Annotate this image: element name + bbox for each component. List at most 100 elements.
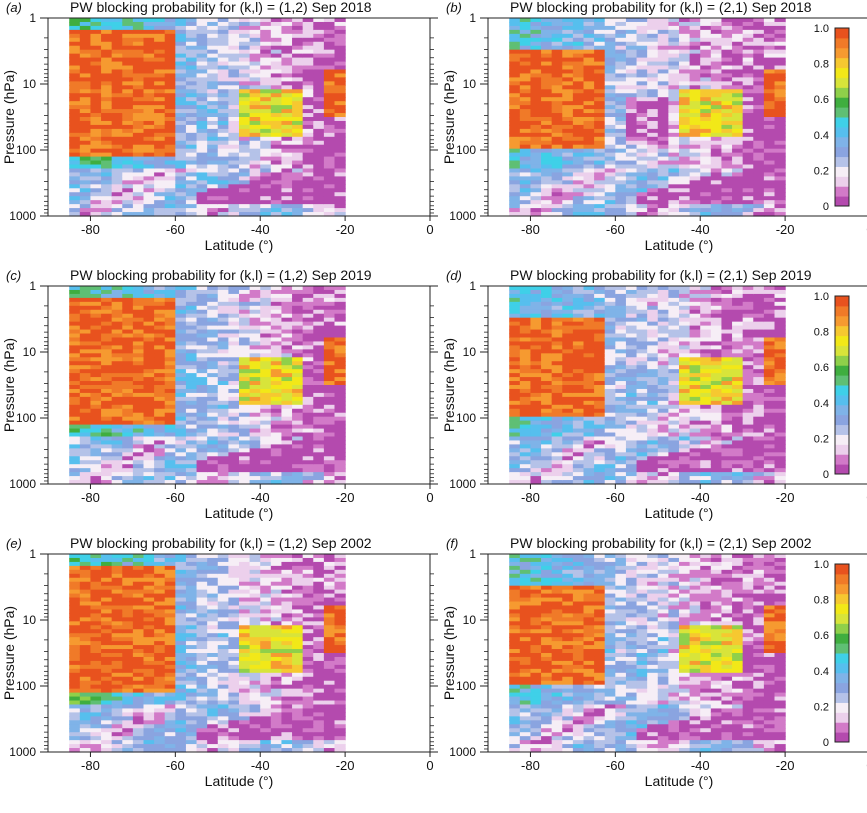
heatmap-cell	[721, 164, 733, 170]
heatmap-cell	[185, 117, 198, 122]
heatmap-cell	[615, 180, 627, 185]
heatmap-cell	[625, 37, 638, 43]
heatmap-cell	[647, 53, 659, 59]
heatmap-cell	[132, 73, 145, 78]
heatmap-cell	[763, 109, 776, 114]
heatmap-cell	[313, 120, 325, 126]
heatmap-cell	[69, 184, 81, 189]
heatmap-cell	[164, 73, 176, 78]
heatmap-cell	[270, 61, 283, 67]
heatmap-cell	[753, 148, 765, 154]
heatmap-cell	[302, 188, 314, 193]
heatmap-cell	[562, 160, 574, 166]
heatmap-cell	[185, 180, 198, 185]
heatmap-cell	[721, 18, 733, 23]
heatmap-cell	[721, 120, 733, 126]
heatmap-cell	[101, 148, 113, 154]
heatmap-cell	[69, 365, 81, 370]
heatmap-cell	[742, 184, 754, 189]
heatmap-cell	[323, 41, 336, 47]
heatmap-cell	[69, 373, 81, 378]
heatmap-cell	[175, 172, 187, 177]
heatmap-cell	[313, 97, 325, 102]
heatmap-cell	[111, 152, 123, 158]
heatmap-cell	[69, 101, 81, 106]
heatmap-cell	[111, 113, 123, 118]
heatmap-cell	[679, 117, 691, 122]
heatmap-cell	[185, 37, 198, 43]
heatmap-cell	[228, 124, 240, 130]
heatmap-cell	[334, 148, 346, 154]
heatmap-cell	[281, 168, 293, 174]
heatmap-cell	[207, 156, 219, 162]
heatmap-cell	[519, 37, 532, 43]
heatmap-cell	[90, 420, 102, 426]
heatmap-cell	[69, 128, 81, 134]
heatmap-cell	[562, 77, 574, 82]
heatmap-cell	[700, 212, 712, 217]
heatmap-cell	[753, 164, 765, 170]
heatmap-cell	[122, 77, 134, 82]
heatmap-cell	[132, 89, 145, 94]
heatmap-cell	[710, 212, 723, 217]
heatmap-cell	[753, 69, 765, 75]
heatmap-cell	[509, 132, 521, 138]
heatmap-cell	[185, 69, 198, 75]
heatmap-cell	[302, 105, 314, 110]
heatmap-cell	[583, 117, 595, 122]
heatmap-cell	[604, 73, 616, 78]
heatmap-cell	[700, 148, 712, 154]
heatmap-cell	[90, 37, 102, 43]
heatmap-cell	[732, 168, 744, 174]
heatmap-cell	[154, 69, 166, 75]
heatmap-cell	[700, 101, 712, 106]
heatmap-cell	[594, 65, 606, 71]
heatmap-cell	[90, 428, 102, 434]
heatmap-cell	[69, 176, 81, 181]
heatmap-cell	[143, 192, 155, 197]
heatmap-cell	[583, 37, 595, 43]
heatmap-cell	[583, 105, 595, 110]
heatmap-cell	[90, 61, 102, 67]
heatmap-cell	[323, 180, 336, 185]
heatmap-cell	[79, 117, 92, 122]
heatmap-cell	[302, 156, 314, 162]
heatmap-cell	[700, 93, 712, 98]
heatmap-cell	[228, 53, 240, 59]
heatmap-cell	[239, 57, 251, 63]
heatmap-cell	[647, 113, 659, 118]
heatmap-cell	[79, 289, 92, 295]
heatmap-cell	[509, 172, 521, 177]
heatmap-cell	[101, 117, 113, 122]
heatmap-cell	[249, 21, 261, 27]
heatmap-cell	[721, 160, 733, 166]
heatmap-cell	[302, 77, 314, 82]
heatmap-cell	[657, 140, 669, 146]
heatmap-cell	[260, 160, 272, 166]
heatmap-cell	[69, 61, 81, 67]
heatmap-cell	[143, 204, 155, 209]
heatmap-cell	[69, 456, 81, 461]
heatmap-cell	[551, 33, 563, 39]
heatmap-cell	[132, 160, 145, 166]
colorbar-swatch	[835, 97, 849, 108]
heatmap-cell	[753, 208, 765, 213]
heatmap-cell	[753, 65, 765, 71]
heatmap-cell	[79, 305, 92, 311]
heatmap-cell	[281, 172, 293, 177]
heatmap-cell	[111, 45, 123, 51]
heatmap-cell	[281, 65, 293, 71]
heatmap-cell	[519, 144, 532, 150]
heatmap-cell	[700, 204, 712, 209]
heatmap-cell	[572, 148, 585, 154]
heatmap-cell	[710, 25, 723, 31]
heatmap-cell	[196, 77, 208, 82]
heatmap-cell	[657, 53, 669, 59]
heatmap-cell	[668, 136, 680, 142]
heatmap-cell	[260, 73, 272, 78]
heatmap-cell	[79, 33, 92, 39]
heatmap-cell	[132, 184, 145, 189]
heatmap-cell	[721, 49, 733, 55]
heatmap-cell	[572, 53, 585, 59]
heatmap-cell	[742, 124, 754, 130]
